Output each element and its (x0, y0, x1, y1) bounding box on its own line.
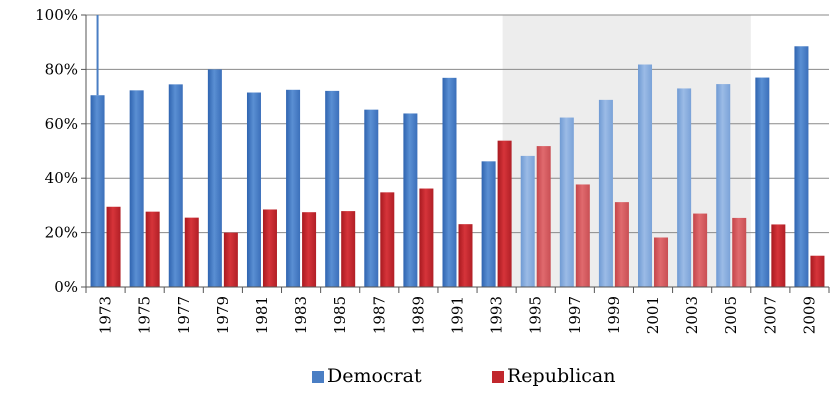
x-tick-label: 2009 (800, 296, 818, 334)
bar-democrat-1983 (286, 89, 301, 287)
bar-republican-1985 (341, 211, 356, 287)
x-tick-label: 1985 (331, 296, 349, 334)
x-tick-label: 1999 (605, 296, 623, 334)
legend-swatch-democrat (312, 371, 324, 383)
bar-republican-2005 (732, 217, 747, 287)
x-tick-label: 1973 (97, 296, 115, 334)
x-tick-label: 1975 (136, 296, 154, 334)
y-tick-label: 60% (45, 115, 78, 133)
legend: Democrat Republican (312, 365, 615, 387)
x-tick-label: 1979 (214, 296, 232, 334)
bar-democrat-1993 (481, 161, 496, 287)
bar-republican-1979 (223, 232, 238, 287)
bar-republican-1995 (536, 146, 551, 287)
legend-swatch-republican (492, 371, 504, 383)
x-tick-label: 1977 (175, 296, 193, 334)
bar-democrat-1985 (325, 90, 340, 287)
axes: 0% 20% 40% 60% 80% 100% 1973 1975 1977 1979 1981 19… (35, 6, 830, 334)
x-tick-label: 1983 (292, 296, 310, 334)
y-tick-label: 80% (45, 60, 78, 78)
bar-republican-1977 (184, 217, 199, 287)
bar-democrat-2003 (677, 88, 692, 287)
x-tick-label: 1981 (253, 296, 271, 334)
bar-democrat-1995 (520, 155, 535, 287)
bar-democrat-1989 (403, 113, 418, 288)
bar-democrat-1987 (364, 109, 379, 287)
bar-republican-1989 (419, 188, 434, 287)
bar-republican-1973 (106, 206, 121, 287)
x-tick-label: 2005 (722, 296, 740, 334)
bar-democrat-1973 (90, 95, 105, 288)
bar-republican-1981 (262, 209, 277, 287)
bar-democrat-1977 (168, 84, 183, 287)
y-tick-label: 100% (35, 6, 78, 24)
bar-republican-2001 (654, 237, 669, 287)
x-tick-label: 1991 (449, 296, 467, 334)
bar-democrat-2001 (638, 64, 653, 287)
x-tick-label: 1997 (566, 296, 584, 334)
bar-republican-1997 (575, 184, 590, 287)
y-tick-label: 20% (45, 224, 78, 242)
x-tick-label: 1993 (488, 296, 506, 334)
bar-republican-1975 (145, 211, 160, 287)
bar-republican-1987 (380, 192, 395, 287)
bar-republican-2007 (771, 224, 786, 287)
x-tick-label: 2001 (644, 296, 662, 334)
x-tick-label: 1995 (527, 296, 545, 334)
x-tick-label: 2007 (761, 296, 779, 334)
bar-democrat-1997 (559, 117, 574, 287)
bar-democrat-2009 (794, 46, 809, 287)
x-tick-label: 1987 (370, 296, 388, 334)
y-tick-label: 40% (45, 169, 78, 187)
bar-republican-2003 (693, 213, 708, 287)
bar-democrat-1979 (207, 69, 222, 288)
legend-label-republican: Republican (507, 365, 615, 387)
bar-democrat-1981 (246, 92, 261, 288)
bar-democrat-2007 (755, 77, 770, 287)
y-tick-label: 0% (54, 278, 78, 296)
x-tick-label: 1989 (409, 296, 427, 334)
x-tick-label: 2003 (683, 296, 701, 334)
bar-republican-1993 (497, 140, 512, 287)
bar-republican-2009 (810, 255, 825, 287)
bar-republican-1999 (614, 202, 629, 287)
bar-democrat-1991 (442, 77, 457, 287)
bar-democrat-2005 (716, 84, 731, 287)
bar-democrat-1999 (598, 99, 613, 287)
legend-label-democrat: Democrat (327, 365, 422, 387)
bar-republican-1983 (302, 212, 317, 287)
bar-republican-1991 (458, 224, 473, 287)
bar-democrat-1975 (129, 90, 144, 288)
bars (90, 15, 825, 288)
